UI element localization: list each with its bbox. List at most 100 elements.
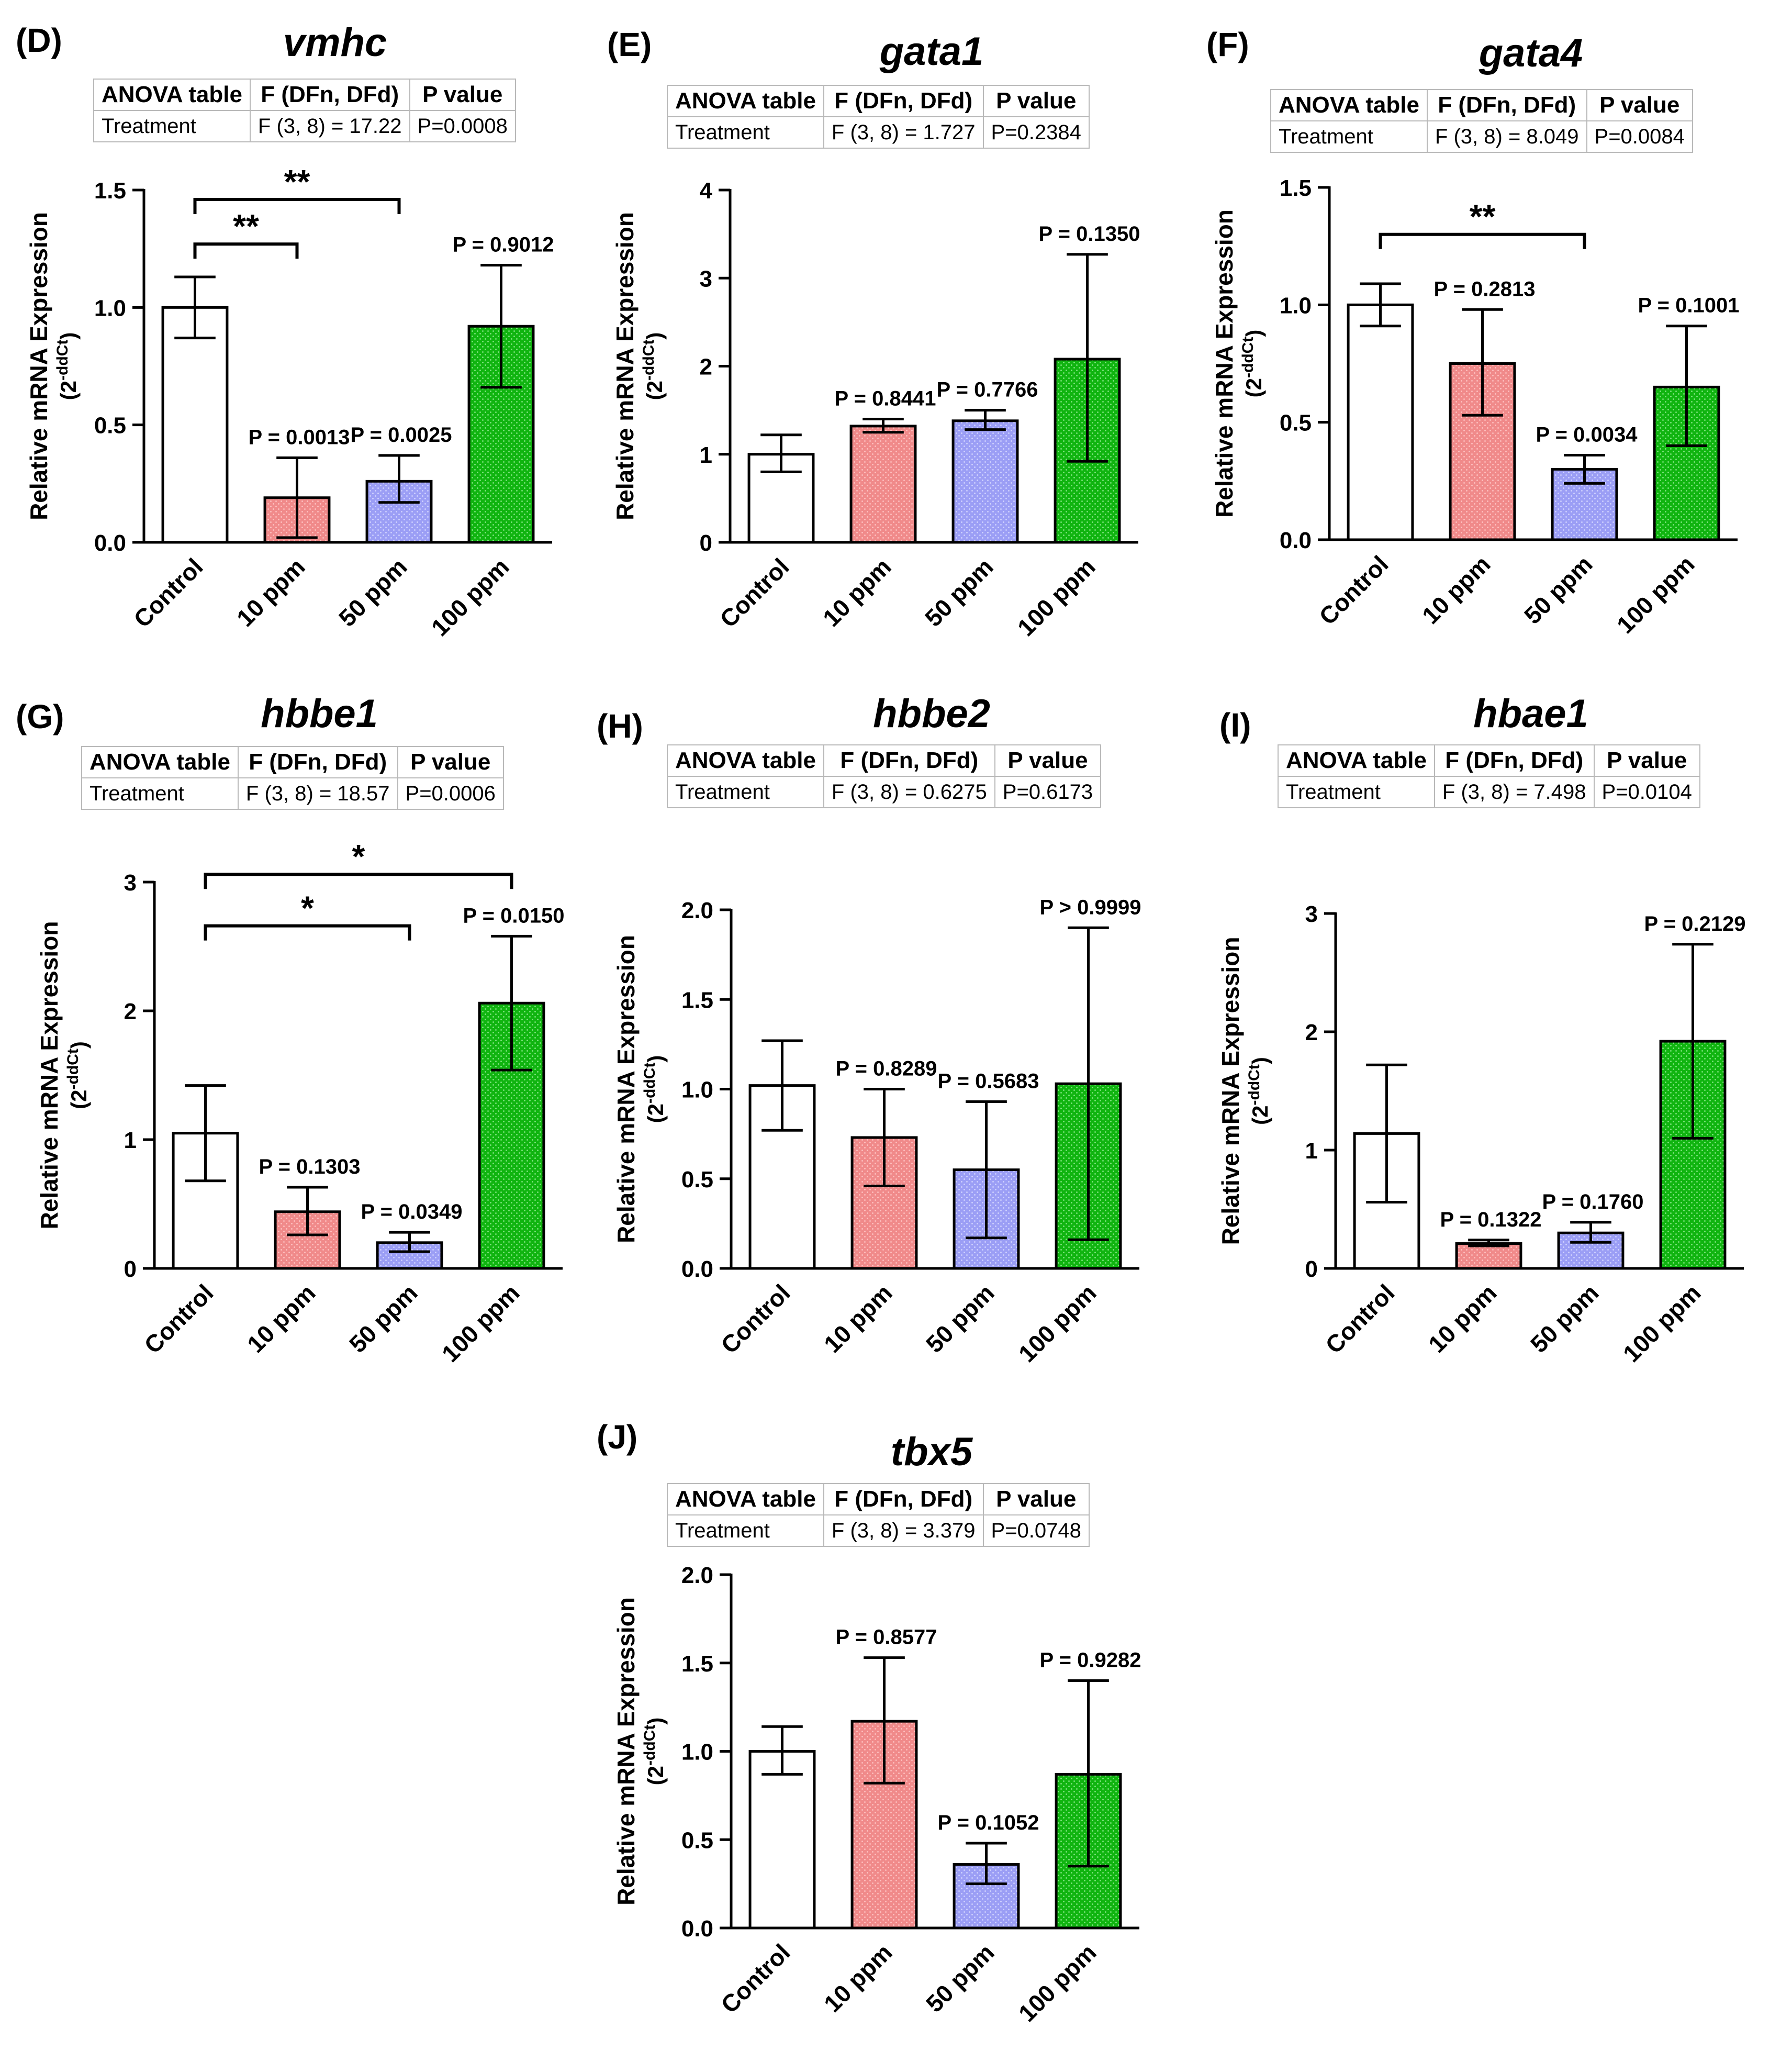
y-axis-label: Relative mRNA Expression — [36, 921, 63, 1230]
x-tick-label: Control — [128, 553, 208, 632]
p-value-label: P = 0.2129 — [1644, 912, 1746, 935]
y-axis-unit-close: ) — [66, 1041, 91, 1049]
y-axis-unit-exponent: -ddCt — [54, 340, 71, 381]
panel-letter: (E) — [607, 26, 652, 63]
p-value-label: P = 0.7766 — [937, 378, 1038, 402]
anova-cell: Treatment — [667, 1514, 824, 1547]
significance-stars: ** — [233, 207, 259, 245]
y-axis-unit-exponent: -ddCt — [641, 1063, 658, 1104]
y-axis-unit: (2-ddCt) — [64, 1041, 91, 1109]
x-tick-label: Control — [714, 553, 794, 632]
x-tick-label: Control — [1314, 550, 1393, 630]
significance-bracket — [1379, 232, 1586, 249]
panel-title: hbbe2 — [873, 692, 990, 736]
p-value-label: P = 0.8441 — [835, 387, 936, 410]
bar-chart: 0.0 0.5 1.0 1.5 2.0 Relative mRNA Expression(… — [612, 896, 1141, 1367]
x-tick-label: 50 ppm — [920, 553, 999, 632]
y-axis-label: Relative mRNA Expression — [612, 1597, 640, 1905]
x-tick-label: Control — [139, 1279, 218, 1358]
y-tick-label: 0 — [700, 530, 712, 556]
y-axis-unit-exponent: -ddCt — [1239, 337, 1257, 378]
significance-bracket — [204, 924, 411, 941]
y-axis-label: Relative mRNA Expression — [1211, 209, 1238, 518]
y-axis-label: Relative mRNA Expression — [611, 212, 639, 520]
anova-cell: Treatment — [93, 110, 251, 142]
anova-header: ANOVA table — [667, 1483, 824, 1515]
anova-header: ANOVA table — [93, 79, 251, 111]
y-axis-unit-close: ) — [1241, 330, 1266, 337]
significance-bracket — [204, 873, 513, 889]
anova-header: F (DFn, DFd) — [823, 1483, 984, 1515]
panel-i: (I) hbae1 ANOVA table F (DFn, DFd) P value… — [1196, 681, 1787, 1377]
panel-title: hbae1 — [1473, 692, 1588, 736]
y-axis-unit-base: (2 — [1241, 378, 1266, 397]
anova-header: F (DFn, DFd) — [1433, 744, 1595, 777]
significance-stars: * — [301, 889, 314, 927]
x-tick-label: 100 ppm — [1618, 1279, 1706, 1367]
panel-letter: (H) — [597, 707, 643, 745]
p-value-label: P = 0.2813 — [1434, 277, 1536, 300]
y-axis-unit-base: (2 — [643, 1766, 668, 1785]
bar-chart: 0.0 0.5 1.0 1.5 Relative mRNA Expression (2-d… — [25, 163, 554, 641]
p-value-label: P = 0.1303 — [259, 1155, 361, 1178]
y-axis-unit-close: ) — [643, 1055, 668, 1063]
y-tick-label: 0.0 — [94, 530, 126, 556]
y-axis-unit-base: (2 — [66, 1089, 91, 1109]
bar-chart: 0 1 2 3 Relative mRNA Expression (2-ddCt) Cont… — [1217, 901, 1746, 1367]
y-tick-label: 1 — [1305, 1138, 1318, 1164]
anova-table: ANOVA table F (DFn, DFd) P value Treatment… — [667, 1483, 1090, 1547]
y-axis-unit-close: ) — [642, 332, 667, 340]
bar-chart: 0 1 2 3 4 Relative mRNA Expression (2-ddCt) Con… — [611, 178, 1140, 641]
anova-table: ANOVA table F (DFn, DFd) P value Treatment… — [81, 746, 504, 810]
y-axis-label: Relative mRNA Expression — [25, 212, 52, 520]
y-tick-label: 1.5 — [94, 178, 126, 204]
anova-header: ANOVA table — [667, 85, 824, 117]
panel-e: (E) gata1 ANOVA table F (DFn, DFd) P value… — [597, 0, 1188, 675]
y-tick-label: 2.0 — [681, 898, 713, 923]
x-tick-label: 10 ppm — [819, 1279, 898, 1358]
y-tick-label: 2.0 — [681, 1563, 713, 1588]
x-tick-label: 50 ppm — [921, 1279, 1000, 1358]
anova-cell: F (3, 8) = 3.379 — [823, 1514, 984, 1547]
p-value-label: P = 0.0013 — [249, 426, 350, 449]
y-axis-unit-exponent: -ddCt — [641, 1725, 658, 1766]
panel-title: vmhc — [283, 20, 387, 65]
y-axis-unit-exponent: -ddCt — [640, 340, 657, 381]
anova-cell: F (3, 8) = 1.727 — [823, 116, 984, 149]
anova-header: F (DFn, DFd) — [249, 79, 410, 111]
p-value-label: P = 0.1760 — [1542, 1190, 1644, 1213]
panel-h: (H) hbbe2 ANOVA table F (DFn, DFd) P value… — [597, 681, 1188, 1377]
anova-cell: F (3, 8) = 18.57 — [237, 777, 398, 810]
p-value-label: P = 0.9012 — [453, 233, 554, 257]
p-value-label: P = 0.1052 — [938, 1811, 1039, 1834]
anova-header: ANOVA table — [1278, 744, 1435, 777]
y-axis-unit-base: (2 — [1248, 1105, 1272, 1124]
anova-cell: P=0.0006 — [397, 777, 504, 810]
y-tick-label: 2 — [1305, 1020, 1318, 1045]
anova-cell: Treatment — [1278, 776, 1435, 808]
x-tick-label: 50 ppm — [333, 553, 412, 632]
y-axis-unit-base: (2 — [643, 1104, 668, 1123]
anova-table: ANOVA table F (DFn, DFd) P value Treatment… — [667, 85, 1090, 149]
anova-cell: P=0.0008 — [409, 110, 516, 142]
anova-table: ANOVA table F (DFn, DFd) P value Treatment… — [1278, 744, 1700, 808]
significance-bracket — [193, 197, 401, 214]
anova-header: F (DFn, DFd) — [823, 85, 984, 117]
p-value-label: P = 0.0150 — [463, 904, 565, 927]
anova-cell: Treatment — [667, 116, 824, 149]
anova-cell: P=0.6173 — [994, 776, 1102, 808]
x-tick-label: 50 ppm — [1525, 1279, 1604, 1358]
x-tick-label: 100 ppm — [1013, 1279, 1102, 1367]
y-axis-unit: (2-ddCt) — [640, 332, 667, 400]
panel-title: gata1 — [879, 29, 984, 74]
y-tick-label: 0.5 — [94, 413, 126, 439]
y-tick-label: 1.5 — [1280, 175, 1312, 201]
x-tick-label: 10 ppm — [231, 553, 310, 632]
anova-cell: F (3, 8) = 8.049 — [1426, 120, 1587, 153]
anova-header: P value — [994, 744, 1102, 777]
anova-table: ANOVA table F (DFn, DFd) P value Treatment… — [93, 79, 516, 142]
y-tick-label: 1.0 — [1280, 293, 1312, 318]
panel-letter: (F) — [1206, 26, 1249, 63]
anova-table: ANOVA table F (DFn, DFd) P value Treatment… — [667, 744, 1102, 808]
panel-letter: (I) — [1219, 706, 1251, 744]
